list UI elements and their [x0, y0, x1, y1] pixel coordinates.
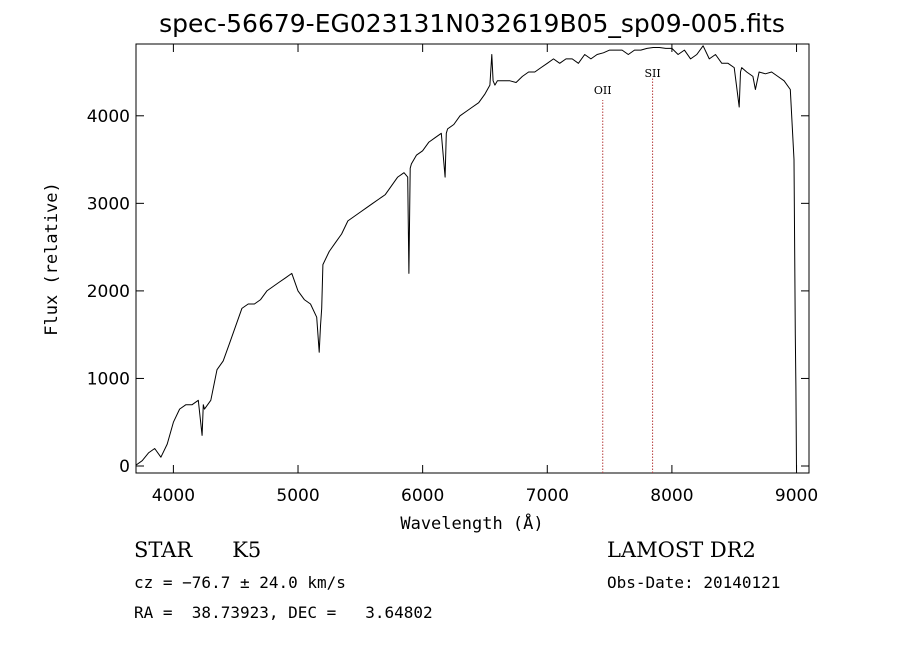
- line-marker-label: OII: [594, 84, 612, 97]
- y-tick-label: 0: [119, 457, 130, 477]
- x-tick-label: 7000: [526, 486, 569, 506]
- subclass-label: K5: [232, 538, 262, 562]
- line-markers: OII SII: [594, 67, 661, 473]
- x-tick-label: 4000: [152, 486, 195, 506]
- x-tick-label: 8000: [650, 486, 693, 506]
- x-tick-label: 9000: [775, 486, 818, 506]
- redshift-text: cz = −76.7 ± 24.0 km/s: [134, 573, 346, 592]
- obs-date-text: Obs-Date: 20140121: [607, 573, 781, 592]
- y-axis-label: Flux (relative): [42, 182, 62, 336]
- survey-label: LAMOST DR2: [607, 538, 756, 562]
- y-tick-label: 1000: [87, 369, 130, 389]
- object-class: STAR K5: [134, 538, 261, 562]
- y-axis: 0 1000 2000 3000 4000: [87, 107, 809, 477]
- plot-frame: [135, 43, 810, 474]
- spectrum-chart: spec-56679-EG023131N032619B05_sp09-005.f…: [42, 9, 818, 534]
- coordinates-text: RA = 38.73923, DEC = 3.64802: [134, 603, 433, 622]
- x-axis: 4000 5000 6000 7000 8000 9000: [152, 44, 818, 506]
- y-tick-label: 2000: [87, 282, 130, 302]
- y-tick-label: 3000: [87, 194, 130, 214]
- chart-title: spec-56679-EG023131N032619B05_sp09-005.f…: [159, 9, 785, 38]
- x-axis-label: Wavelength (Å): [400, 512, 543, 534]
- series-group: [135, 45, 797, 471]
- x-tick-label: 6000: [401, 486, 444, 506]
- y-tick-label: 4000: [87, 107, 130, 127]
- line-marker-label: SII: [644, 67, 660, 80]
- class-label: STAR: [134, 538, 193, 562]
- spectrum-line: [135, 45, 797, 471]
- x-tick-label: 5000: [276, 486, 319, 506]
